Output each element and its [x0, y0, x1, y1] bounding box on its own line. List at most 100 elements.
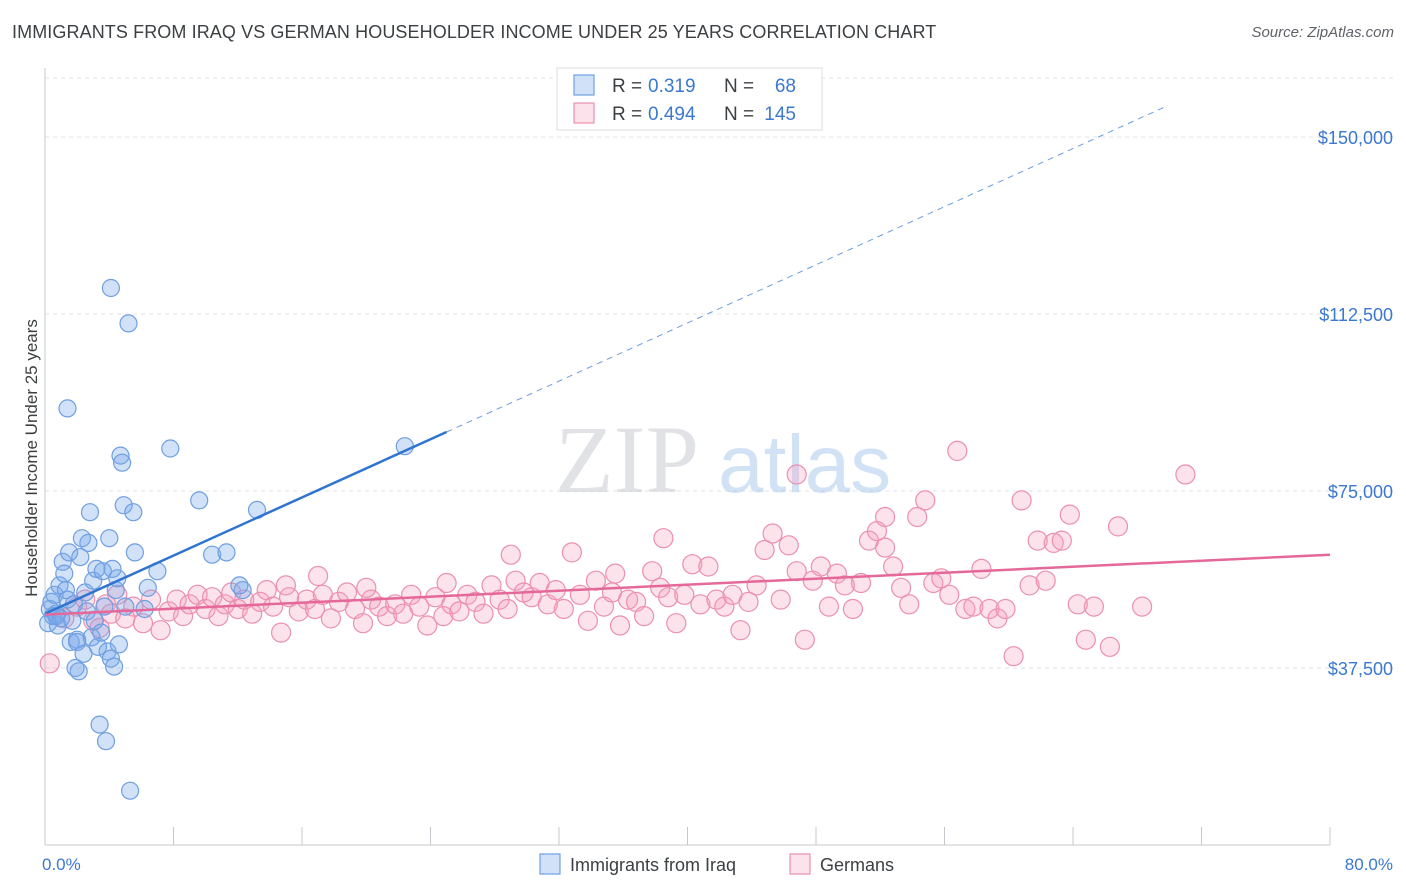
iraq-point	[111, 446, 130, 465]
german-point	[1043, 532, 1064, 554]
bottom-legend: Immigrants from Iraq Germans	[539, 853, 894, 875]
german-point	[762, 523, 783, 544]
german-point	[899, 594, 920, 615]
german-point	[1027, 530, 1048, 551]
german-bottom-legend-label: Germans	[820, 855, 894, 875]
iraq-point	[104, 657, 124, 676]
german-point	[842, 598, 864, 620]
german-point	[698, 556, 719, 577]
german-point	[436, 572, 457, 594]
x-tick-labels: 0.0% 80.0%	[42, 855, 1393, 874]
german-point	[907, 506, 928, 528]
german-point	[730, 620, 751, 641]
german-point	[882, 556, 904, 577]
german-point	[714, 596, 735, 617]
iraq-point	[80, 503, 100, 522]
iraq-bottom-legend-label: Immigrants from Iraq	[570, 855, 736, 875]
german-point	[633, 605, 655, 627]
german-point	[963, 596, 984, 617]
y-axis-label: Householder Income Under 25 years	[22, 319, 41, 597]
iraq-point	[121, 781, 140, 800]
iraq-points	[39, 278, 414, 800]
iraq-point	[109, 635, 129, 654]
legend-n-value: 68	[775, 76, 796, 97]
legend-r-value: 0.494	[648, 104, 696, 125]
iraq-point	[71, 547, 90, 567]
german-point	[1075, 629, 1096, 650]
iraq-point	[100, 529, 119, 548]
iraq-point	[101, 278, 121, 298]
legend-box: R = 0.319 N = 68 R = 0.494 N = 145	[556, 67, 823, 131]
german-point	[417, 615, 438, 636]
iraq-point	[124, 503, 143, 522]
german-point	[706, 589, 727, 610]
iraq-point	[96, 732, 116, 751]
german-point	[214, 594, 235, 615]
german-point	[173, 605, 194, 627]
german-point	[320, 608, 341, 629]
german-point	[939, 584, 960, 605]
german-point	[1067, 594, 1088, 615]
iraq-point	[103, 559, 122, 579]
iraq-point	[66, 658, 85, 678]
iraq-point	[203, 545, 222, 564]
german-point	[995, 598, 1016, 620]
iraq-point	[119, 314, 138, 333]
german-point	[1099, 636, 1121, 657]
iraq-point	[161, 439, 180, 458]
iraq-point	[112, 453, 132, 472]
german-point	[947, 440, 968, 461]
german-point	[271, 622, 292, 643]
german-point	[850, 572, 872, 594]
german-point	[377, 605, 398, 627]
iraq-point	[74, 644, 93, 663]
german-point	[1175, 464, 1196, 485]
iraq-point	[90, 715, 109, 734]
german-point	[738, 591, 759, 613]
german-point	[553, 598, 574, 620]
german-bottom-legend-swatch	[789, 853, 811, 875]
german-point	[658, 587, 679, 608]
german-point	[585, 570, 607, 591]
german-point	[39, 653, 60, 674]
german-point	[1131, 596, 1153, 617]
grid-lines	[45, 77, 1395, 669]
watermark-atlas: atlas	[718, 419, 891, 510]
iraq-point	[217, 543, 236, 562]
iraq-point	[79, 533, 98, 553]
german-point	[1083, 596, 1105, 617]
german-point	[874, 537, 896, 558]
german-point	[971, 558, 992, 580]
german-point	[617, 589, 639, 610]
german-point	[1019, 575, 1040, 596]
legend-r-value: 0.319	[648, 76, 696, 97]
iraq-point	[59, 543, 79, 562]
german-point	[609, 615, 631, 636]
german-point	[794, 629, 815, 650]
german-point	[1011, 490, 1032, 511]
legend-n-label: N =	[724, 76, 754, 97]
y-tick-label: $37,500	[1328, 659, 1393, 679]
german-point	[500, 544, 521, 565]
iraq-point	[230, 576, 249, 595]
german-point	[1107, 516, 1129, 537]
iraq-point	[56, 580, 76, 600]
german-point	[308, 565, 329, 587]
y-tick-label: $112,500	[1319, 305, 1393, 325]
y-tick-label: $150,000	[1318, 128, 1393, 148]
legend-n-value: 145	[764, 104, 796, 125]
german-point	[890, 577, 912, 598]
iraq-bottom-legend-swatch	[539, 853, 561, 875]
german-point	[195, 598, 216, 620]
german-point	[465, 591, 486, 613]
german-point	[955, 598, 976, 620]
german-point	[653, 528, 674, 549]
german-trend-line	[44, 553, 1331, 616]
german-point	[473, 603, 494, 624]
german-point	[605, 563, 626, 584]
axes	[44, 68, 1331, 846]
iraq-trend-line	[44, 430, 448, 615]
watermark-zip: ZIP	[555, 406, 699, 513]
german-point	[356, 577, 377, 598]
iraq-legend-swatch	[573, 74, 595, 96]
